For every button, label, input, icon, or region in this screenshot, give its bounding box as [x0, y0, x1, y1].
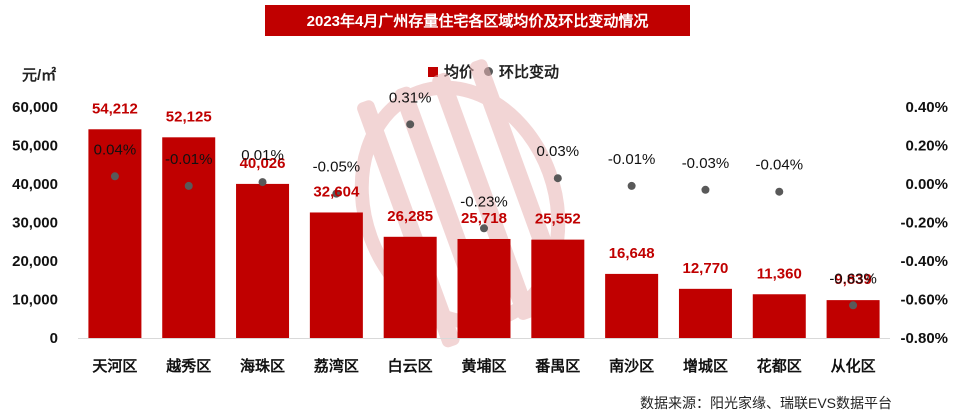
bar-value-label: 25,718 — [461, 210, 507, 227]
bar-value-label: 12,770 — [683, 260, 729, 277]
bar — [309, 212, 363, 338]
change-dot — [258, 178, 267, 187]
left-tick-label: 0 — [50, 330, 58, 347]
data-source: 数据来源：阳光家缘、瑞联EVS数据平台 — [640, 395, 893, 411]
change-dot — [110, 172, 119, 181]
change-dot — [480, 224, 488, 233]
change-dot — [701, 185, 710, 194]
legend-label-price: 均价 — [444, 64, 475, 81]
bar-value-label: 54,212 — [92, 100, 138, 117]
change-dot — [627, 181, 636, 190]
change-series — [110, 120, 858, 310]
right-tick-label: 0.00% — [905, 176, 948, 193]
bar — [531, 239, 585, 338]
right-tick-label: 0.20% — [905, 138, 948, 155]
bar-value-label: 25,552 — [535, 211, 581, 228]
bar-value-label: 9,839 — [834, 271, 872, 288]
right-tick-label: -0.40% — [900, 253, 948, 270]
change-value-label: 0.01% — [241, 147, 284, 164]
change-value-label: 0.31% — [389, 89, 432, 106]
change-value-label: 0.03% — [537, 143, 580, 160]
change-dot — [775, 187, 784, 196]
category-label: 增城区 — [683, 357, 728, 375]
bar — [88, 129, 142, 338]
bar-series — [88, 129, 880, 338]
bar — [752, 294, 806, 338]
change-value-label: 0.04% — [94, 141, 137, 158]
bar-value-label: 11,360 — [757, 265, 802, 282]
legend-item-price: 均价 — [428, 61, 474, 82]
left-tick-label: 30,000 — [12, 215, 58, 232]
bar — [605, 273, 659, 338]
bar-value-label: 26,285 — [387, 208, 433, 225]
category-label: 越秀区 — [165, 357, 211, 375]
bar-value-label: 52,125 — [166, 108, 212, 125]
change-value-label: -0.63% — [829, 270, 877, 287]
legend-swatch-bar — [428, 66, 438, 77]
left-axis-ticks: 0 10,000 20,000 30,000 40,000 50,000 60,000 — [12, 99, 58, 347]
category-label: 天河区 — [92, 357, 137, 375]
chart-title: 2023年4月广州存量住宅各区域均价及环比变动情况 — [265, 5, 690, 36]
change-value-label: -0.01% — [165, 151, 213, 168]
left-tick-label: 50,000 — [12, 138, 58, 155]
category-label: 番禺区 — [534, 357, 580, 375]
change-dot — [553, 174, 562, 183]
category-label: 从化区 — [831, 357, 876, 375]
category-label: 花都区 — [757, 357, 802, 375]
category-label: 荔湾区 — [314, 357, 359, 375]
bar-value-label: 40,026 — [240, 155, 286, 172]
change-value-label: -0.03% — [682, 155, 730, 172]
bar-value-label: 16,648 — [609, 245, 655, 262]
left-tick-label: 10,000 — [12, 292, 58, 309]
right-tick-label: 0.40% — [905, 99, 948, 116]
bar-value-label: 32,604 — [313, 183, 360, 200]
category-labels: 天河区 越秀区 海珠区 荔湾区 白云区 黄埔区 番禺区 南沙区 增城区 花都区 从化区 — [92, 357, 875, 375]
change-dot — [406, 120, 415, 129]
y-axis-unit: 元/㎡ — [22, 67, 57, 84]
right-tick-label: -0.80% — [900, 330, 948, 347]
change-dot — [849, 301, 858, 310]
change-value-label: -0.05% — [313, 159, 361, 176]
category-label: 黄埔区 — [461, 357, 506, 375]
change-dot — [184, 181, 193, 190]
legend-label-change: 环比变动 — [499, 64, 560, 81]
bar-value-labels: 54,212 52,125 40,026 32,604 26,285 25,718 25,5… — [92, 100, 872, 288]
bar — [236, 183, 290, 338]
change-value-label: -0.04% — [756, 157, 804, 174]
change-value-label: -0.23% — [460, 193, 508, 210]
category-label: 南沙区 — [609, 357, 654, 375]
change-value-label: -0.01% — [608, 151, 656, 168]
category-label: 白云区 — [388, 357, 433, 375]
right-tick-label: -0.60% — [900, 292, 948, 309]
change-dot — [332, 189, 341, 198]
left-tick-label: 20,000 — [12, 253, 58, 270]
category-label: 海珠区 — [240, 357, 285, 375]
left-tick-label: 60,000 — [12, 99, 58, 116]
bar — [383, 236, 437, 338]
bar — [162, 137, 216, 338]
bar — [678, 288, 732, 338]
bar — [457, 238, 511, 338]
right-tick-label: -0.20% — [900, 215, 948, 232]
change-value-labels: 0.04% -0.01% 0.01% -0.05% 0.31% -0.23% 0.03% -0… — [94, 89, 877, 287]
left-tick-label: 40,000 — [12, 176, 58, 193]
right-axis-ticks: -0.80% -0.60% -0.40% -0.20% 0.00% 0.20% 0.40% — [900, 99, 948, 347]
